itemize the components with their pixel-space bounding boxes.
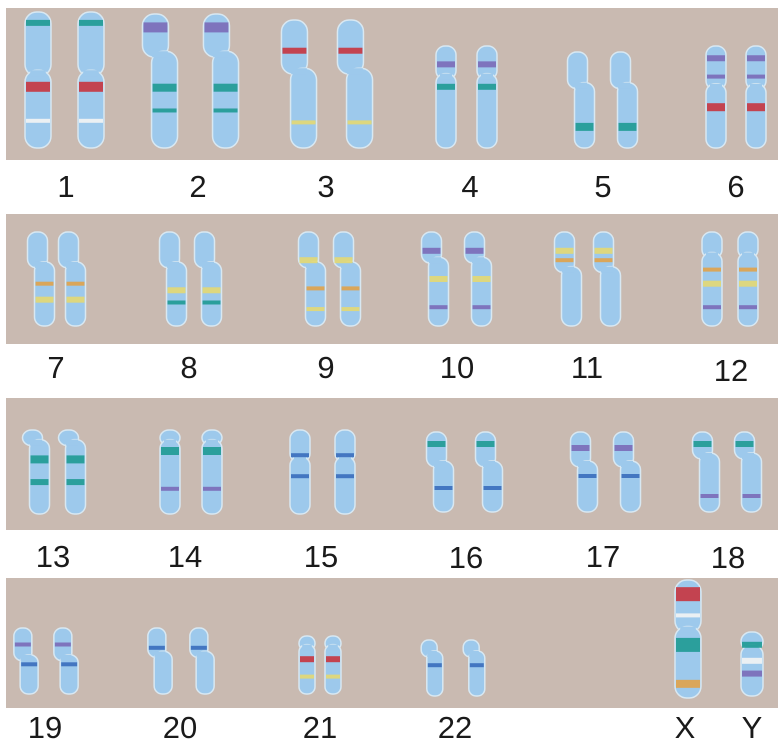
label-chromosome-7: 7	[47, 350, 65, 385]
chromosome-20-b	[189, 627, 215, 695]
chromosome-1-a	[24, 11, 52, 149]
chromosome-11-b	[592, 231, 622, 327]
chromosome-17-a	[569, 431, 599, 513]
row-4-background	[6, 578, 778, 708]
chromosome-6-a	[705, 45, 727, 149]
chromosome-18-a	[691, 431, 721, 513]
chromosome-6-b	[745, 45, 767, 149]
label-chromosome-4: 4	[461, 169, 479, 204]
chromosome-21-b	[324, 635, 342, 695]
chromosome-4-a	[435, 45, 457, 149]
label-chromosome-2: 2	[189, 169, 207, 204]
chromosome-14-b	[201, 429, 223, 515]
chromosome-19-b	[53, 627, 79, 695]
chromosome-12-b	[737, 231, 759, 327]
label-chromosome-5: 5	[594, 169, 612, 204]
label-chromosome-y: Y	[741, 710, 763, 745]
chromosome-y	[740, 631, 764, 697]
label-chromosome-1: 1	[57, 169, 75, 204]
label-chromosome-14: 14	[167, 539, 203, 574]
chromosome-18-b	[733, 431, 763, 513]
chromosome-4-b	[476, 45, 498, 149]
chromosome-10-a	[420, 231, 450, 327]
label-chromosome-15: 15	[303, 539, 339, 574]
label-chromosome-9: 9	[317, 350, 335, 385]
chromosome-13-b	[57, 429, 87, 515]
chromosome-5-a	[566, 51, 596, 149]
chromosome-13-a	[21, 429, 51, 515]
label-chromosome-19: 19	[27, 710, 63, 745]
label-chromosome-6: 6	[727, 169, 745, 204]
chromosome-9-a	[297, 231, 327, 327]
chromosome-11-a	[553, 231, 583, 327]
label-chromosome-17: 17	[585, 539, 621, 574]
chromosome-15-a	[289, 429, 311, 515]
label-chromosome-20: 20	[162, 710, 198, 745]
chromosome-12-a	[701, 231, 723, 327]
label-chromosome-13: 13	[35, 539, 71, 574]
chromosome-3-a	[280, 19, 318, 149]
label-chromosome-22: 22	[437, 710, 473, 745]
chromosome-19-a	[13, 627, 39, 695]
label-chromosome-x: X	[674, 710, 696, 745]
label-chromosome-10: 10	[439, 350, 475, 385]
chromosome-9-b	[332, 231, 362, 327]
chromosome-7-b	[57, 231, 87, 327]
chromosome-x	[674, 579, 702, 699]
chromosome-7-a	[26, 231, 56, 327]
chromosome-22-b	[462, 639, 486, 697]
chromosome-10-b	[463, 231, 493, 327]
chromosome-5-b	[609, 51, 639, 149]
label-chromosome-11: 11	[570, 350, 604, 385]
chromosome-22-a	[420, 639, 444, 697]
chromosome-16-a	[425, 431, 455, 513]
chromosome-15-b	[334, 429, 356, 515]
label-chromosome-12: 12	[713, 353, 749, 388]
chromosome-8-b	[193, 231, 223, 327]
label-chromosome-3: 3	[317, 169, 335, 204]
row-2-background	[6, 214, 778, 344]
chromosome-2-b	[202, 13, 240, 149]
chromosome-17-b	[612, 431, 642, 513]
chromosome-8-a	[158, 231, 188, 327]
label-chromosome-21: 21	[302, 710, 338, 745]
chromosome-21-a	[298, 635, 316, 695]
chromosome-2-a	[141, 13, 179, 149]
chromosome-20-a	[147, 627, 173, 695]
row-1-background	[6, 8, 778, 160]
label-chromosome-16: 16	[448, 540, 484, 575]
label-chromosome-8: 8	[180, 350, 198, 385]
chromosome-3-b	[336, 19, 374, 149]
chromosome-1-b	[77, 11, 105, 149]
row-3-background	[6, 398, 778, 530]
chromosome-14-a	[159, 429, 181, 515]
label-chromosome-18: 18	[710, 540, 746, 575]
chromosome-16-b	[474, 431, 504, 513]
